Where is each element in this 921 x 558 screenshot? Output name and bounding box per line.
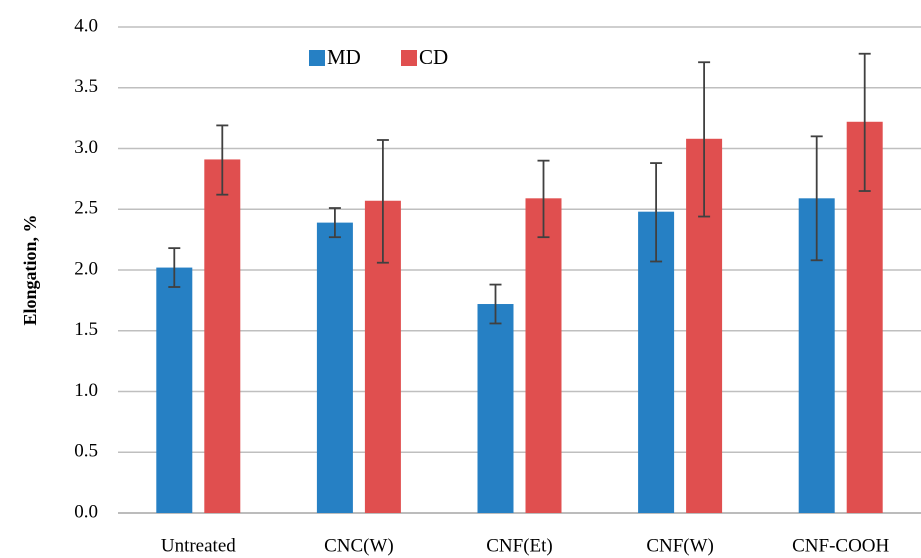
x-category-label: CNF(Et) [486,535,553,556]
legend: MD CD [309,45,448,69]
y-tick-label: 0.5 [74,441,98,462]
y-tick-label: 1.5 [74,319,98,340]
bar-cd-0 [204,159,241,513]
x-category-label: CNF(W) [646,535,714,556]
legend-swatch-md [309,50,325,66]
error-bars [168,52,871,325]
bars [156,121,883,514]
y-tick-label: 1.0 [74,380,98,401]
y-tick-label: 2.0 [74,258,98,279]
legend-label-cd: CD [419,45,448,69]
y-tick-label: 2.5 [74,198,98,219]
bar-md-0 [156,267,193,513]
y-tick-labels: 0.0 0.5 1.0 1.5 2.0 2.5 3.0 3.5 4.0 [74,15,98,522]
bar-md-1 [316,222,353,514]
x-category-label: CNF-COOH [792,535,889,556]
bar-md-2 [477,304,514,513]
y-tick-label: 3.5 [74,76,98,97]
y-tick-label: 4.0 [74,15,98,36]
y-axis-title: Elongation, % [20,214,40,325]
legend-label-md: MD [327,45,361,69]
x-category-labels: Untreated CNC(W) CNF(Et) CNF(W) CNF-COOH [161,535,890,556]
y-tick-label: 3.0 [74,137,98,158]
gridlines [118,26,921,514]
y-tick-label: 0.0 [74,501,98,522]
legend-swatch-cd [401,50,417,66]
x-category-label: Untreated [161,535,236,556]
x-category-label: CNC(W) [324,535,394,556]
bar-cd-2 [525,198,562,513]
